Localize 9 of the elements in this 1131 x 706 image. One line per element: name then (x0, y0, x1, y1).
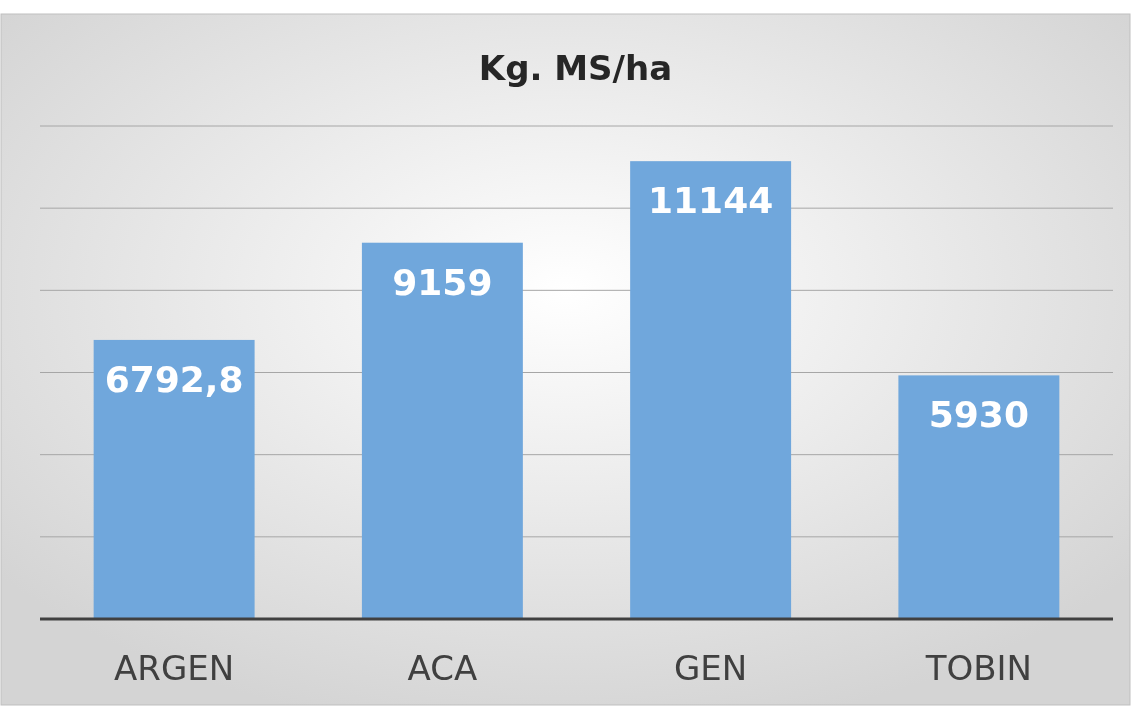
data-label: 6792,8 (104, 358, 244, 400)
x-tick-label: GEN (673, 648, 748, 688)
data-label: 9159 (392, 261, 493, 303)
x-tick-label: ACA (407, 648, 478, 688)
data-label: 5930 (928, 394, 1029, 436)
data-label: 11144 (648, 180, 774, 222)
x-tick-label: ARGEN (114, 648, 235, 688)
x-tick-label: TOBIN (924, 648, 1033, 688)
chart-title: Kg. MS/ha (478, 48, 673, 88)
